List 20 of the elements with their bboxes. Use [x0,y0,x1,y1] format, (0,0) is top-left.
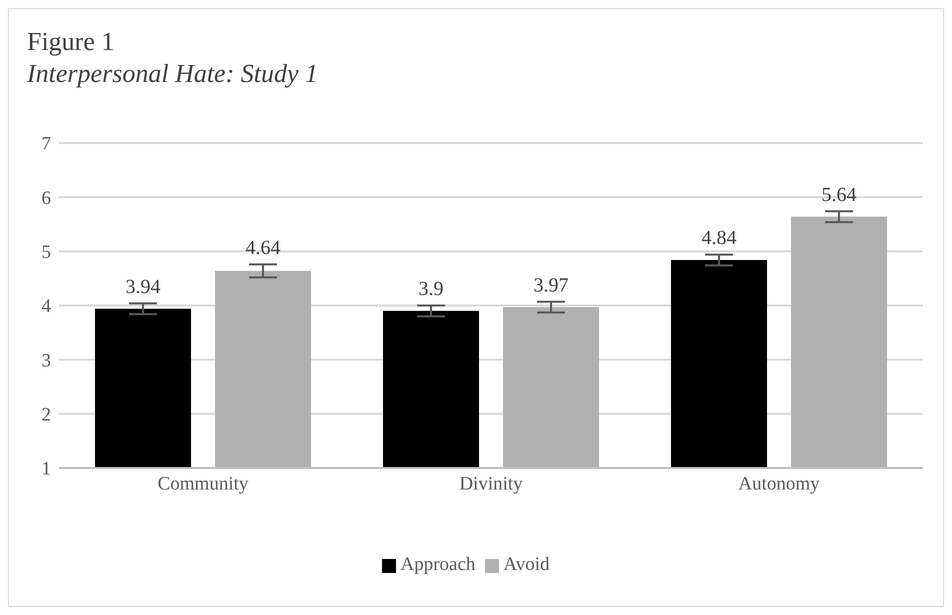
data-label: 3.97 [534,274,568,296]
data-label: 4.84 [702,227,736,250]
y-tick-label: 3 [42,350,51,372]
x-tick-label: Divinity [459,473,524,494]
x-tick-label: Autonomy [738,473,820,494]
y-tick-label: 5 [42,242,51,264]
data-label: 3.94 [126,276,160,298]
data-label: 5.64 [822,184,856,206]
y-tick-label: 7 [42,134,51,155]
x-tick-label: Community [158,473,249,494]
chart-title: Figure 1 [27,27,114,57]
data-label: 4.64 [246,236,280,259]
y-tick-label: 1 [42,458,51,480]
y-tick-label: 4 [42,296,52,318]
y-tick-label: 6 [42,188,51,209]
chart-subtitle: Interpersonal Hate: Study 1 [27,59,318,89]
legend-label: Approach [400,554,476,575]
y-tick-label: 2 [42,404,51,426]
legend-label: Avoid [503,554,550,575]
data-label: 3.9 [418,278,444,300]
